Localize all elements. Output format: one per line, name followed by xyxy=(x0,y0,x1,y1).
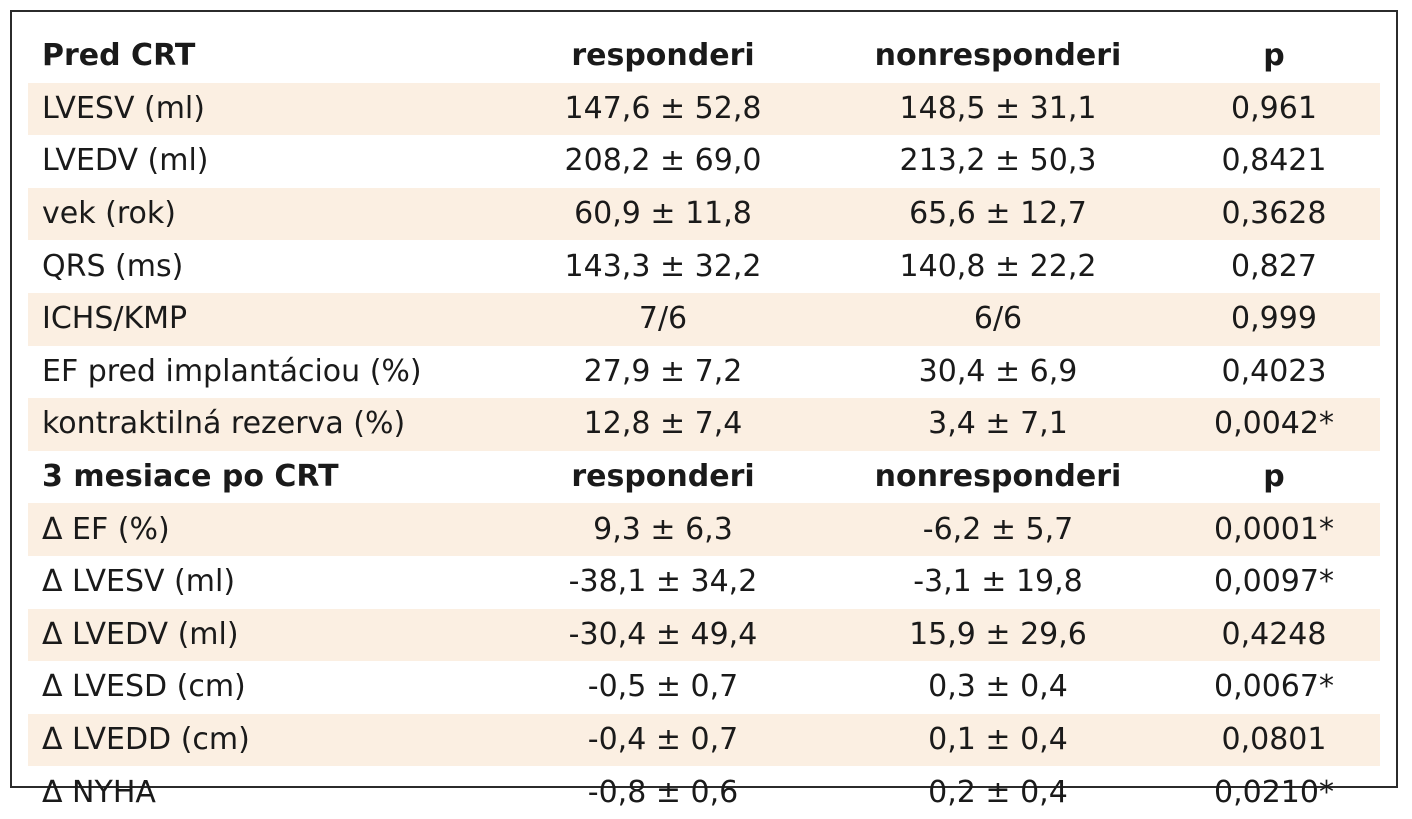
nonresponders-value: 30,4 ± 6,9 xyxy=(918,353,1078,389)
p-value: 0,0097* xyxy=(1214,564,1334,600)
nonresponders-value: 148,5 ± 31,1 xyxy=(828,82,1168,136)
responders-value: -38,1 ± 34,2 xyxy=(568,564,758,600)
p-value: 0,0210* xyxy=(1214,774,1334,810)
table-row: LVEDV (ml) 208,2 ± 69,0 213,2 ± 50,3 0,8… xyxy=(28,135,1380,188)
row-label: Δ LVEDV (ml) xyxy=(28,608,498,662)
table-row: LVESV (ml) 147,6 ± 52,8 148,5 ± 31,1 0,9… xyxy=(28,82,1380,136)
row-label: vek (rok) xyxy=(28,187,498,241)
section-title: 3 mesiace po CRT xyxy=(42,459,339,495)
nonresponders-value: 213,2 ± 50,3 xyxy=(899,143,1097,179)
nonresponders-value: 65,6 ± 12,7 xyxy=(828,187,1168,241)
nonresponders-value: 6/6 xyxy=(828,292,1168,346)
table-row: EF pred implantáciou (%) 27,9 ± 7,2 30,4… xyxy=(28,346,1380,399)
responders-value: 12,8 ± 7,4 xyxy=(498,398,828,451)
p-value: 0,0801 xyxy=(1168,713,1380,767)
p-value: 0,0067* xyxy=(1214,669,1334,705)
table-row: ICHS/KMP 7/6 6/6 0,999 xyxy=(28,292,1380,346)
nonresponders-value: 140,8 ± 22,2 xyxy=(899,248,1097,284)
row-label: LVESV (ml) xyxy=(28,82,498,136)
responders-value: -0,4 ± 0,7 xyxy=(498,713,828,767)
nonresponders-value: -3,1 ± 19,8 xyxy=(913,564,1083,600)
nonresponders-value: 3,4 ± 7,1 xyxy=(828,398,1168,451)
row-label: ICHS/KMP xyxy=(28,292,498,346)
table-row: Δ LVEDD (cm) -0,4 ± 0,7 0,1 ± 0,4 0,0801 xyxy=(28,713,1380,767)
table-row: Δ EF (%) 9,3 ± 6,3 -6,2 ± 5,7 0,0001* xyxy=(28,503,1380,556)
column-header-p: p xyxy=(1263,38,1285,74)
table-row: Δ LVEDV (ml) -30,4 ± 49,4 15,9 ± 29,6 0,… xyxy=(28,608,1380,662)
column-header-nonresponders: nonresponderi xyxy=(874,38,1122,74)
p-value: 0,3628 xyxy=(1168,187,1380,241)
row-label: Δ NYHA xyxy=(42,774,156,810)
row-label: kontraktilná rezerva (%) xyxy=(28,398,498,451)
column-header-responders: responderi xyxy=(571,38,755,74)
row-label: LVEDV (ml) xyxy=(42,143,209,179)
p-value: 0,4023 xyxy=(1221,353,1327,389)
table-frame: Pred CRT responderi nonresponderi p LVES… xyxy=(10,10,1398,810)
table-row: QRS (ms) 143,3 ± 32,2 140,8 ± 22,2 0,827 xyxy=(28,240,1380,293)
table-row: kontraktilná rezerva (%) 12,8 ± 7,4 3,4 … xyxy=(28,398,1380,451)
p-value: 0,4248 xyxy=(1168,608,1380,662)
p-value: 0,8421 xyxy=(1221,143,1327,179)
row-label: QRS (ms) xyxy=(42,248,184,284)
responders-value: 143,3 ± 32,2 xyxy=(564,248,762,284)
section-header-row: 3 mesiace po CRT responderi nonresponder… xyxy=(28,451,1380,504)
p-value: 0,827 xyxy=(1231,248,1317,284)
responders-value: 208,2 ± 69,0 xyxy=(564,143,762,179)
responders-value: -30,4 ± 49,4 xyxy=(498,608,828,662)
table-row: Δ LVESV (ml) -38,1 ± 34,2 -3,1 ± 19,8 0,… xyxy=(28,556,1380,609)
p-value: 0,0001* xyxy=(1168,503,1380,556)
column-header-p: p xyxy=(1263,459,1285,495)
responders-value: 7/6 xyxy=(498,292,828,346)
results-table: Pred CRT responderi nonresponderi p LVES… xyxy=(28,30,1380,819)
row-label: EF pred implantáciou (%) xyxy=(42,353,422,389)
section-header-row: Pred CRT responderi nonresponderi p xyxy=(28,30,1380,83)
responders-value: 147,6 ± 52,8 xyxy=(498,82,828,136)
nonresponders-value: 15,9 ± 29,6 xyxy=(828,608,1168,662)
row-label: Δ LVESV (ml) xyxy=(42,564,236,600)
nonresponders-value: 0,3 ± 0,4 xyxy=(928,669,1068,705)
table-row: Δ NYHA -0,8 ± 0,6 0,2 ± 0,4 0,0210* xyxy=(28,766,1380,819)
responders-value: -0,5 ± 0,7 xyxy=(587,669,739,705)
column-header-responders: responderi xyxy=(571,459,755,495)
row-label: Δ LVEDD (cm) xyxy=(28,713,498,767)
responders-value: 27,9 ± 7,2 xyxy=(583,353,743,389)
responders-value: -0,8 ± 0,6 xyxy=(587,774,739,810)
responders-value: 9,3 ± 6,3 xyxy=(498,503,828,556)
responders-value: 60,9 ± 11,8 xyxy=(498,187,828,241)
row-label: Δ LVESD (cm) xyxy=(42,669,246,705)
table-row: Δ LVESD (cm) -0,5 ± 0,7 0,3 ± 0,4 0,0067… xyxy=(28,661,1380,714)
p-value: 0,961 xyxy=(1168,82,1380,136)
column-header-nonresponders: nonresponderi xyxy=(874,459,1122,495)
nonresponders-value: 0,2 ± 0,4 xyxy=(928,774,1068,810)
table-row: vek (rok) 60,9 ± 11,8 65,6 ± 12,7 0,3628 xyxy=(28,187,1380,241)
p-value: 0,0042* xyxy=(1168,398,1380,451)
nonresponders-value: -6,2 ± 5,7 xyxy=(828,503,1168,556)
p-value: 0,999 xyxy=(1168,292,1380,346)
nonresponders-value: 0,1 ± 0,4 xyxy=(828,713,1168,767)
section-title: Pred CRT xyxy=(42,38,196,74)
row-label: Δ EF (%) xyxy=(28,503,498,556)
